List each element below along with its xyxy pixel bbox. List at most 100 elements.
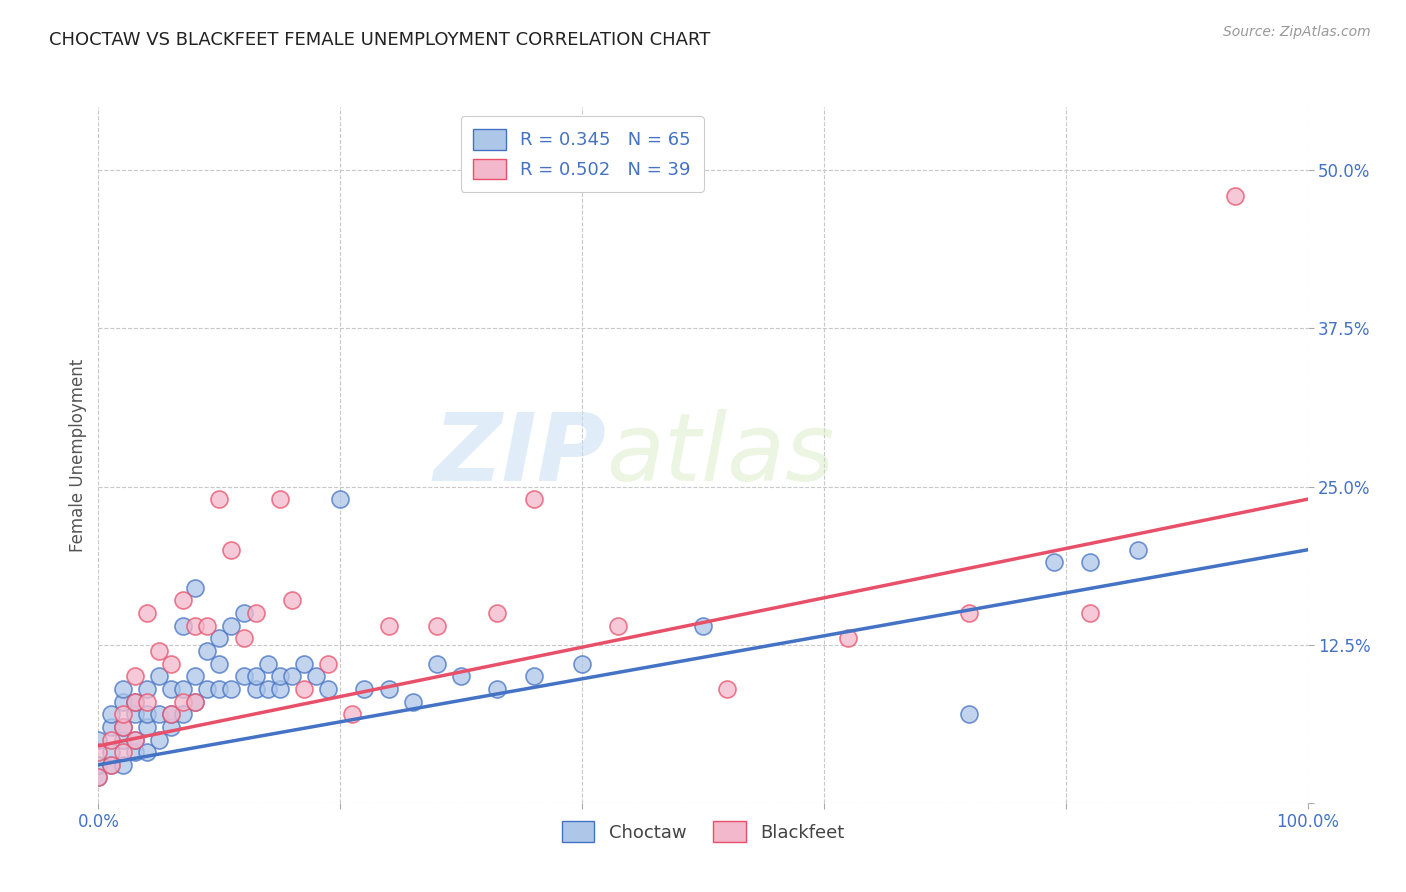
Text: atlas: atlas — [606, 409, 835, 500]
Point — [111, 732, 134, 747]
Point — [837, 632, 859, 646]
Point — [135, 707, 157, 722]
Point — [172, 707, 194, 722]
Point — [160, 681, 183, 696]
Point — [523, 492, 546, 507]
Point — [256, 657, 278, 671]
Point — [148, 669, 170, 683]
Point — [87, 771, 110, 785]
Point — [148, 707, 170, 722]
Point — [172, 695, 194, 709]
Point — [100, 757, 122, 772]
Point — [692, 618, 714, 632]
Legend: Choctaw, Blackfeet: Choctaw, Blackfeet — [554, 814, 852, 849]
Point — [124, 707, 146, 722]
Point — [111, 757, 134, 772]
Point — [232, 669, 254, 683]
Point — [426, 618, 449, 632]
Point — [316, 657, 339, 671]
Point — [100, 757, 122, 772]
Point — [1223, 188, 1246, 202]
Point — [245, 606, 267, 620]
Point — [221, 681, 243, 696]
Point — [1078, 606, 1101, 620]
Point — [342, 707, 364, 722]
Point — [160, 657, 183, 671]
Point — [111, 681, 134, 696]
Point — [184, 695, 207, 709]
Point — [232, 632, 254, 646]
Point — [269, 681, 291, 696]
Point — [160, 707, 183, 722]
Point — [245, 669, 267, 683]
Point — [172, 681, 194, 696]
Point — [135, 606, 157, 620]
Point — [160, 720, 183, 734]
Point — [100, 707, 122, 722]
Point — [221, 618, 243, 632]
Point — [195, 618, 218, 632]
Point — [208, 492, 231, 507]
Point — [571, 657, 593, 671]
Point — [486, 606, 509, 620]
Point — [184, 581, 207, 595]
Point — [957, 707, 980, 722]
Point — [957, 606, 980, 620]
Point — [124, 732, 146, 747]
Point — [135, 695, 157, 709]
Point — [172, 593, 194, 607]
Point — [100, 732, 122, 747]
Point — [87, 757, 110, 772]
Point — [486, 681, 509, 696]
Point — [245, 681, 267, 696]
Point — [716, 681, 738, 696]
Point — [100, 720, 122, 734]
Point — [402, 695, 425, 709]
Point — [269, 492, 291, 507]
Point — [111, 707, 134, 722]
Point — [184, 618, 207, 632]
Point — [256, 681, 278, 696]
Point — [208, 657, 231, 671]
Point — [292, 681, 315, 696]
Point — [377, 681, 399, 696]
Point — [148, 732, 170, 747]
Point — [87, 745, 110, 759]
Point — [269, 669, 291, 683]
Point — [208, 632, 231, 646]
Y-axis label: Female Unemployment: Female Unemployment — [69, 359, 87, 551]
Point — [135, 745, 157, 759]
Point — [111, 745, 134, 759]
Point — [1078, 556, 1101, 570]
Point — [353, 681, 375, 696]
Point — [184, 669, 207, 683]
Point — [87, 732, 110, 747]
Point — [87, 771, 110, 785]
Point — [1042, 556, 1064, 570]
Point — [124, 732, 146, 747]
Point — [124, 669, 146, 683]
Point — [316, 681, 339, 696]
Point — [450, 669, 472, 683]
Point — [426, 657, 449, 671]
Text: Source: ZipAtlas.com: Source: ZipAtlas.com — [1223, 25, 1371, 39]
Point — [111, 695, 134, 709]
Text: CHOCTAW VS BLACKFEET FEMALE UNEMPLOYMENT CORRELATION CHART: CHOCTAW VS BLACKFEET FEMALE UNEMPLOYMENT… — [49, 31, 710, 49]
Point — [523, 669, 546, 683]
Point — [184, 695, 207, 709]
Point — [195, 681, 218, 696]
Point — [124, 695, 146, 709]
Point — [111, 720, 134, 734]
Point — [607, 618, 630, 632]
Point — [1128, 542, 1150, 557]
Point — [305, 669, 328, 683]
Point — [111, 720, 134, 734]
Text: ZIP: ZIP — [433, 409, 606, 501]
Point — [377, 618, 399, 632]
Point — [329, 492, 352, 507]
Point — [281, 669, 304, 683]
Point — [195, 644, 218, 658]
Point — [148, 644, 170, 658]
Point — [172, 618, 194, 632]
Point — [100, 745, 122, 759]
